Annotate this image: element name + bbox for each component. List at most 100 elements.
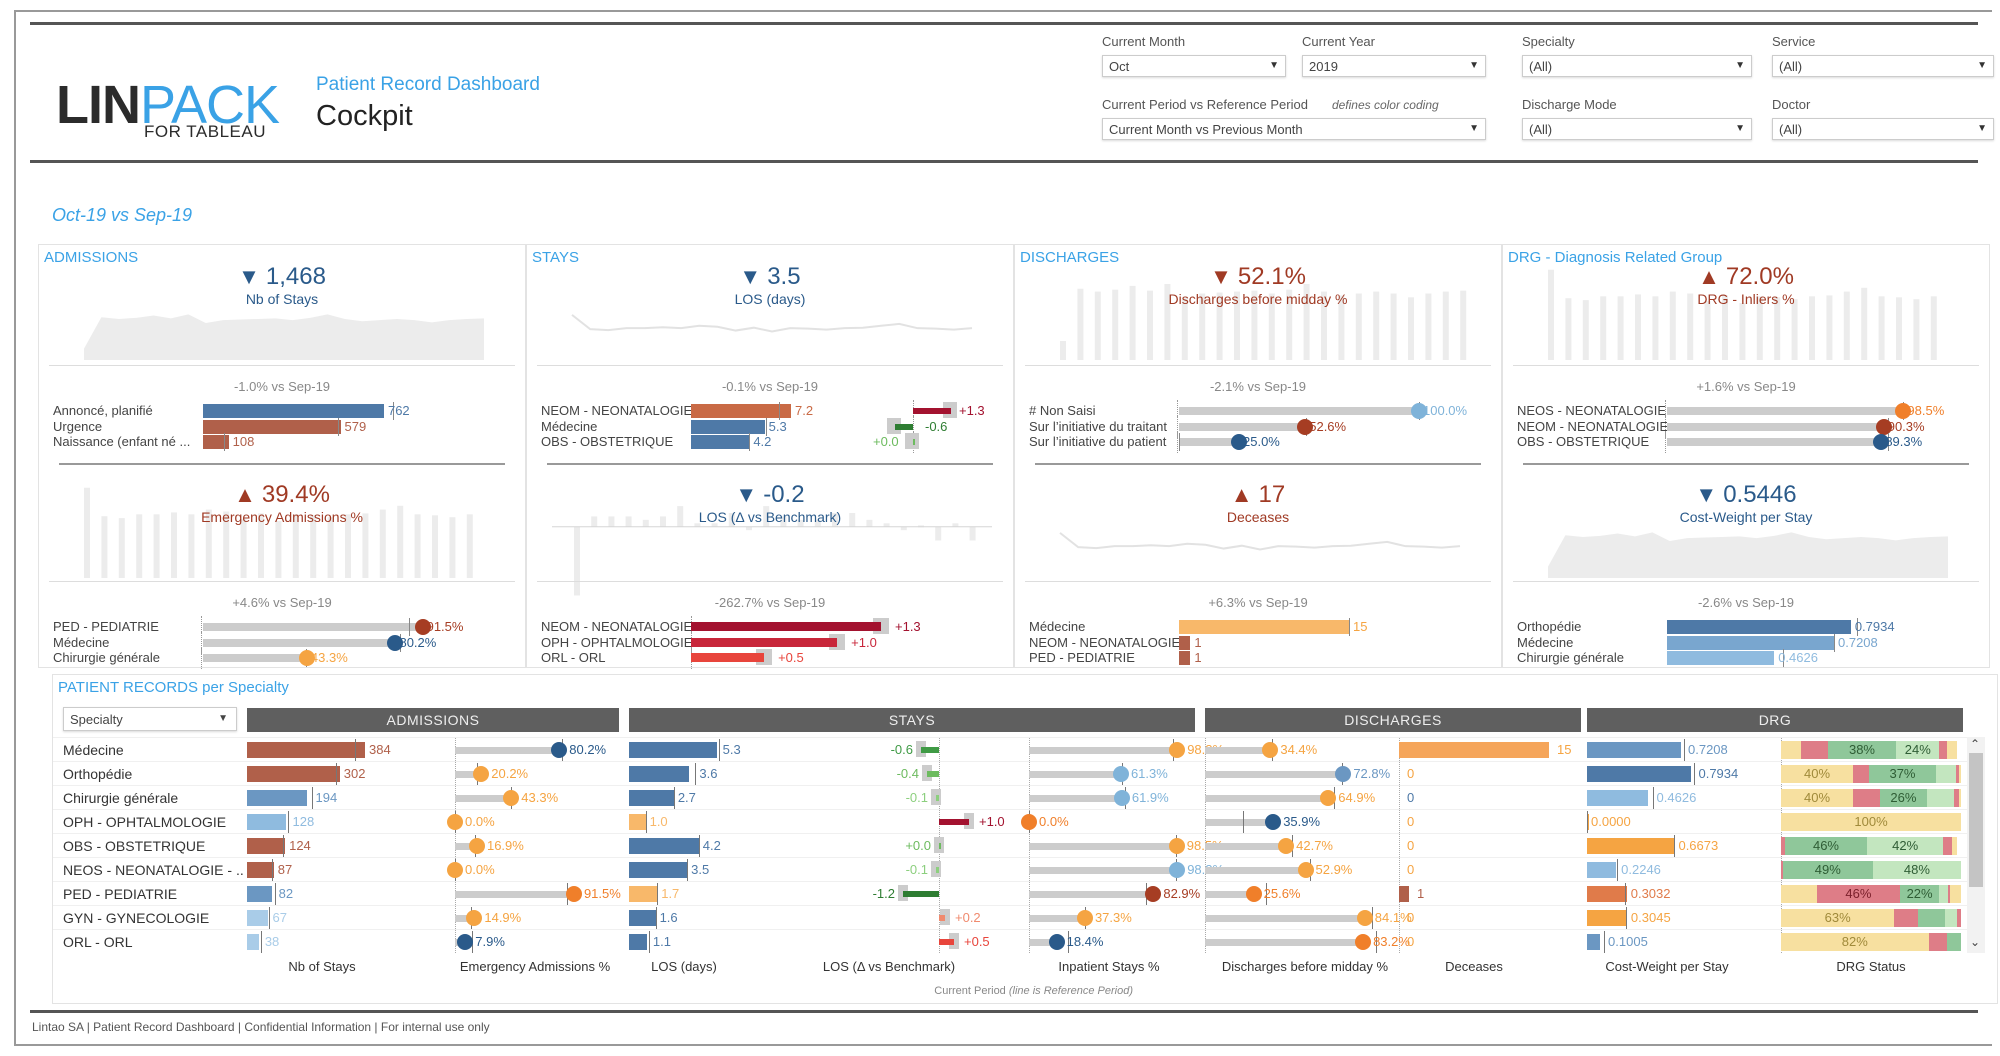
value-bar — [1587, 838, 1675, 854]
bar-row[interactable]: Médecine 0.7208 — [1517, 633, 1977, 652]
table-row[interactable]: ORL - ORL 38 7.9% 1.1 +0.5 18.4% 83.2% 0 0.1005 8… — [53, 929, 1973, 953]
value-bar — [691, 637, 838, 647]
reference-line — [1626, 907, 1628, 929]
records-title: PATIENT RECORDS per Specialty — [58, 679, 289, 696]
section-divider — [547, 463, 993, 465]
bar-row[interactable]: OPH - OPHTALMOLOGIE +1.0 — [541, 631, 1001, 654]
period-select[interactable]: Current Month vs Previous Month ▼ — [1102, 118, 1486, 140]
cell-value: 0.0% — [465, 862, 495, 877]
bar-row[interactable]: Chirurgie générale 0.4626 — [1517, 649, 1977, 667]
bar-row[interactable]: Médecine 80.2% — [53, 631, 513, 654]
current-month-select[interactable]: Oct ▼ — [1102, 55, 1286, 77]
cell-losd: -0.6 — [829, 738, 1029, 762]
bar-row[interactable]: Sur l’initiative du patient 25.0% — [1029, 431, 1489, 453]
discharge-mode-select[interactable]: (All) ▼ — [1522, 118, 1752, 140]
reference-line — [354, 739, 356, 761]
progress-track — [1205, 843, 1287, 850]
value-bar — [1587, 790, 1648, 806]
value-bar — [629, 934, 648, 950]
cell-losd: -0.1 — [829, 858, 1029, 882]
table-row[interactable]: Médecine 384 80.2% 5.3 -0.6 98.8% 34.4% 15 0.720… — [53, 737, 1973, 761]
sparkline — [1548, 532, 1948, 578]
value-dot — [503, 790, 520, 806]
cell-dec: 0 — [1399, 834, 1549, 858]
filter-label: Current Period vs Reference Period — [1102, 97, 1308, 112]
progress-track — [1029, 747, 1178, 754]
sparkline-bar — [1930, 296, 1937, 360]
bar-row[interactable]: NEOM - NEONATALOGIE - N-.. 90.3% — [1517, 415, 1977, 438]
bar-row[interactable]: OBS - OBSTETRIQUE 4.2 +0.0 — [541, 431, 1001, 453]
bar-row[interactable]: PED - PEDIATRIE 1 — [1029, 649, 1489, 667]
service-select[interactable]: (All) ▼ — [1772, 55, 1994, 77]
cell-dec: 1 — [1399, 882, 1549, 906]
kpi-kpi2: ▼ -0.2 LOS (Δ vs Benchmark) — [527, 481, 1013, 525]
status-segment — [1946, 741, 1958, 759]
chevron-down-icon[interactable]: ⌄ — [1970, 935, 1981, 949]
bar-row[interactable]: Urgence 579 — [53, 417, 513, 436]
sparkline-bar — [327, 517, 334, 578]
progress-track — [203, 638, 396, 647]
bar-row[interactable]: ORL - ORL +0.5 — [541, 647, 1001, 669]
column-label: LOS (days) — [651, 959, 717, 974]
sparkline-bar — [1303, 284, 1310, 360]
sparkline-bar — [935, 526, 942, 541]
legend-note: Current Period (line is Reference Period… — [53, 985, 1133, 997]
bar-row[interactable]: Médecine 5.3 -0.6 — [541, 415, 1001, 438]
row-value: 25.0% — [1243, 434, 1280, 449]
value-dot — [1169, 742, 1186, 758]
cell-value: 0 — [1407, 862, 1415, 877]
bar-row[interactable]: Sur l’initiative du traitant 52.6% — [1029, 415, 1489, 438]
sparkline-bar — [1600, 296, 1607, 360]
select-value: (All) — [1779, 122, 1803, 137]
bar-row[interactable]: Chirurgie générale 43.3% — [53, 647, 513, 669]
sparkline-bar — [900, 526, 907, 531]
kpi-label: LOS (days) — [734, 291, 806, 307]
row-label: NEOM - NEONATALOGIE - N-.. — [541, 403, 691, 418]
bar-row[interactable]: NEOM - NEONATALOGIE - N-.. +1.3 — [541, 616, 1001, 638]
current-year-select[interactable]: 2019 ▼ — [1302, 55, 1486, 77]
bar-row[interactable]: OBS - OBSTETRIQUE 89.3% — [1517, 431, 1977, 453]
reference-line — [718, 739, 720, 761]
table-scrollbar[interactable]: ⌃ ⌄ — [1967, 737, 1985, 953]
sparkline-bar — [1861, 287, 1868, 360]
doctor-select[interactable]: (All) ▼ — [1772, 118, 1994, 140]
bar-row[interactable]: # Non Saisi 100.0% — [1029, 400, 1489, 422]
cell-value: 82 — [278, 886, 294, 901]
sparkline-bar — [660, 516, 666, 527]
bar-row[interactable]: Orthopédie 0.7934 — [1517, 618, 1977, 636]
bar-row[interactable]: PED - PEDIATRIE 91.5% — [53, 616, 513, 638]
row-label: Naissance (enfant né ... — [53, 434, 191, 449]
delta-bar — [913, 439, 915, 445]
cell-dbm: 64.9% — [1205, 786, 1405, 810]
value-dot — [551, 742, 568, 758]
bar-row[interactable]: Naissance (enfant né ... 108 — [53, 433, 513, 451]
table-row[interactable]: Orthopédie 302 20.2% 3.6 -0.4 61.3% 72.8% 0 0.79… — [53, 761, 1973, 785]
bar-row[interactable]: NEOM - NEONATALOGIE - N-.. 7.2 +1.3 — [541, 400, 1001, 422]
sparkline-bar — [345, 514, 351, 578]
specialty-select[interactable]: (All) ▼ — [1522, 55, 1752, 77]
bar-row[interactable]: NEOS - NEONATALOGIE - N-.. 98.5% — [1517, 400, 1977, 422]
value-dot — [468, 838, 485, 854]
table-row[interactable]: Chirurgie générale 194 43.3% 2.7 -0.1 61.9% 64… — [53, 785, 1973, 809]
kpi-label: LOS (Δ vs Benchmark) — [698, 509, 842, 525]
chevron-up-icon[interactable]: ⌃ — [1970, 737, 1981, 751]
cell-value: 3.5 — [691, 862, 710, 877]
table-row[interactable]: OBS - OBSTETRIQUE 124 16.9% 4.2 +0.0 98.5% 42.… — [53, 833, 1973, 857]
kpi-number: 72.0% — [1725, 263, 1794, 290]
dimension-select[interactable]: Specialty ▼ — [63, 707, 237, 731]
scrollbar-thumb[interactable] — [1969, 753, 1983, 887]
bar-row[interactable]: Annoncé, planifié 762 — [53, 402, 513, 420]
delta-axis — [913, 415, 914, 438]
table-row[interactable]: PED - PEDIATRIE 82 91.5% 1.7 -1.2 82.9% 25.6% 1… — [53, 881, 1973, 905]
axis-line — [201, 616, 202, 638]
table-row[interactable]: NEOS - NEONATALOGIE - .. 87 0.0% 3.5 -0.1 98.… — [53, 857, 1973, 881]
reference-line — [1782, 649, 1784, 667]
table-row[interactable]: GYN - GYNECOLOGIE 67 14.9% 1.6 +0.2 37.3% 84.1… — [53, 905, 1973, 929]
table-row[interactable]: OPH - OPHTALMOLOGIE 128 0.0% 1.0 +1.0 0.0% 35.… — [53, 809, 1973, 833]
value-dot — [1265, 814, 1282, 830]
select-value: Specialty — [70, 712, 123, 727]
bar-row[interactable]: NEOM - NEONATALOGIE - N-.. 1 — [1029, 634, 1489, 652]
bar-row[interactable]: Médecine 15 — [1029, 618, 1489, 636]
row-label: Médecine — [1517, 634, 1574, 650]
logo-text-main: LIN — [56, 75, 141, 135]
